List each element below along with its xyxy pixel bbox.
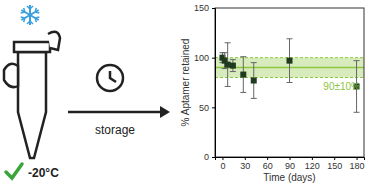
x-tick-mark — [222, 157, 223, 160]
point — [225, 62, 231, 68]
y-tick: 50 — [199, 103, 215, 113]
y-axis-title: % Aptamer retained — [180, 39, 191, 127]
x-axis-title: Time (days) — [263, 172, 315, 183]
x-tick: 30 — [240, 157, 250, 171]
x-tick-label: 120 — [305, 161, 320, 171]
error-cap — [222, 52, 228, 53]
x-tick-label: 0 — [220, 161, 225, 171]
check-icon — [6, 164, 22, 178]
action-label: storage — [95, 123, 135, 137]
snowflake-stroke — [35, 11, 39, 15]
x-tick-label: 90 — [285, 161, 295, 171]
snowflake-stroke — [21, 11, 25, 15]
y-axis: 0 50 100 150 — [194, 3, 216, 162]
error-cap — [251, 98, 257, 99]
tube-hinge — [4, 64, 18, 87]
illustration: storage -20°C — [4, 5, 170, 180]
x-tick-mark — [312, 157, 313, 160]
error-cap — [225, 86, 231, 87]
y-tick-label: 100 — [194, 53, 209, 63]
y-tick-mark — [212, 58, 215, 59]
x-tick-label: 150 — [327, 161, 342, 171]
clock-face — [97, 65, 123, 91]
error-cap — [251, 62, 257, 63]
arrow-head — [160, 106, 170, 118]
tube-icon — [4, 32, 60, 158]
arrow-shaft — [68, 111, 162, 114]
point — [287, 58, 293, 64]
data-group — [219, 39, 359, 113]
x-tick: 90 — [285, 157, 295, 171]
tube-rim — [14, 42, 50, 52]
x-tick: 150 — [327, 157, 342, 171]
temperature-label: -20°C — [28, 166, 59, 180]
snowflake-stroke — [27, 21, 30, 24]
x-tick-mark — [357, 157, 358, 160]
y-axis-line — [212, 9, 216, 158]
tube-body — [18, 52, 46, 158]
x-tick-label: 60 — [263, 161, 273, 171]
tube-cap — [48, 32, 60, 50]
clock-icon — [97, 65, 123, 91]
clock-hands — [110, 71, 116, 82]
error-cap — [354, 112, 360, 113]
band-label: 90±10% — [323, 81, 360, 92]
point-group — [251, 63, 257, 99]
snowflake-stroke — [27, 6, 30, 9]
y-tick-mark — [212, 107, 215, 108]
x-tick: 60 — [263, 157, 273, 171]
point — [240, 72, 246, 78]
snowflake-stroke — [34, 18, 38, 22]
x-axis: 0 30 60 90 120 150 180 — [216, 157, 365, 171]
x-tick-mark — [267, 157, 268, 160]
point-group — [287, 39, 293, 83]
point — [230, 63, 236, 69]
x-tick: 180 — [350, 157, 365, 171]
x-tick: 0 — [220, 157, 225, 171]
snowflake-stroke — [20, 7, 40, 22]
x-tick: 120 — [305, 157, 320, 171]
error-cap — [287, 82, 293, 83]
figure: storage -20°C 0 30 60 90 120 150 180 0 50 100 150 Tim… — [0, 0, 378, 184]
snowflake-stroke — [22, 18, 26, 22]
x-tick-mark — [290, 157, 291, 160]
error-cap — [230, 59, 236, 60]
error-cap — [287, 38, 293, 39]
error-cap — [240, 56, 246, 57]
point — [251, 78, 257, 84]
error-cap — [240, 92, 246, 93]
x-axis-line — [216, 158, 365, 161]
y-tick-mark — [212, 8, 215, 9]
y-tick: 150 — [194, 3, 215, 13]
x-tick-label: 30 — [240, 161, 250, 171]
snowflake-stroke — [30, 21, 33, 24]
point-group — [230, 60, 236, 72]
snowflake-stroke — [30, 6, 33, 9]
y-tick-label: 50 — [199, 103, 209, 113]
error-cap — [222, 68, 228, 69]
plot-frame — [215, 8, 364, 157]
error-cap — [354, 60, 360, 61]
x-tick-mark — [334, 157, 335, 160]
y-tick-label: 0 — [204, 152, 209, 162]
y-tick-label: 150 — [194, 3, 209, 13]
x-tick-mark — [245, 157, 246, 160]
snowflake-stroke — [20, 7, 40, 22]
snowflake-icon — [20, 5, 40, 25]
point-group — [240, 57, 246, 93]
x-tick-label: 180 — [350, 161, 365, 171]
point-group — [225, 43, 231, 87]
error-cap — [225, 42, 231, 43]
error-cap — [230, 71, 236, 72]
y-tick: 100 — [194, 53, 215, 63]
y-tick-mark — [212, 157, 215, 158]
y-tick: 0 — [204, 152, 215, 162]
